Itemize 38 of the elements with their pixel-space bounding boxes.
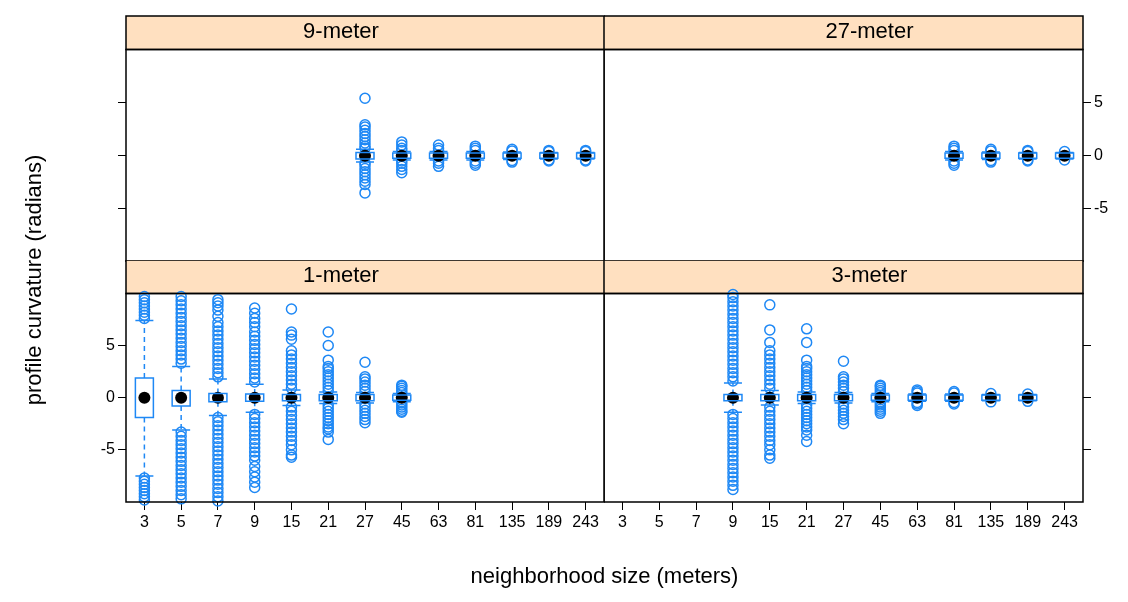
x-tick-label: 7 [691,513,701,531]
x-tick-label: 45 [871,513,890,531]
x-tick-label: 21 [319,513,338,531]
x-tick-label: 21 [797,513,816,531]
x-axis-title: neighborhood size (meters) [469,563,740,589]
x-tick-label: 81 [945,513,964,531]
y-tick-label: -5 [1094,199,1109,217]
x-tick-label: 9 [728,513,738,531]
x-tick-label: 15 [282,513,301,531]
y-tick-label: 0 [106,388,116,406]
y-axis-title: profile curvature (radians) [21,154,47,406]
x-tick-label: 135 [498,513,526,531]
chart-title: 1-meter [303,262,379,288]
x-tick-label: 45 [392,513,411,531]
x-tick-label: 189 [535,513,563,531]
x-tick-label: 15 [760,513,779,531]
x-tick-label: 63 [429,513,448,531]
chart-title: 3-meter [831,262,908,288]
x-tick-label: 243 [572,513,600,531]
x-tick-label: 135 [977,513,1005,531]
x-tick-label: 3 [617,513,627,531]
x-tick-label: 27 [356,513,374,531]
y-tick-label: 5 [106,335,116,353]
x-tick-label: 5 [654,513,664,531]
x-tick-label: 27 [834,513,853,531]
chart-title: 27-meter [825,18,914,44]
x-tick-label: 9 [250,513,260,531]
x-tick-label: 3 [139,513,149,531]
y-tick-label: 0 [1094,146,1103,164]
x-tick-label: 243 [1051,513,1079,531]
y-tick-label: -5 [100,440,116,458]
x-tick-label: 81 [466,513,485,531]
x-tick-label: 7 [213,513,223,531]
chart-title: 9-meter [303,18,379,44]
x-tick-label: 189 [1014,513,1042,531]
x-tick-label: 63 [908,513,927,531]
x-tick-label: 5 [176,513,186,531]
y-tick-label: 5 [1094,92,1103,110]
